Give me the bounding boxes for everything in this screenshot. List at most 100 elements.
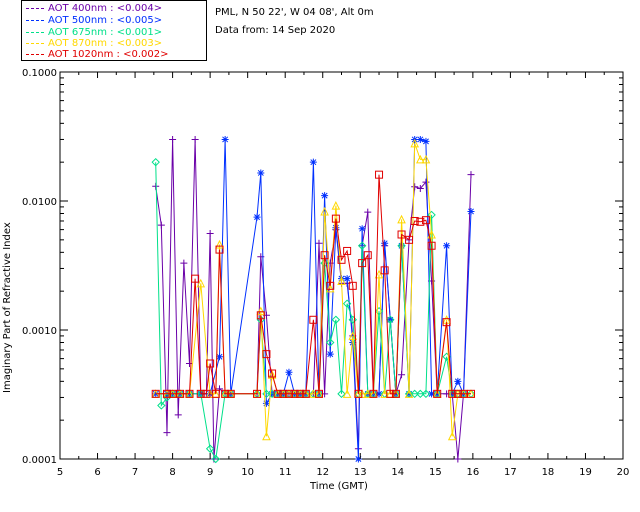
axis-layer: 5 6 7 8 9 10 11 12 13 14 15 16 17 18 19 20 0.0001 0.0010 0… bbox=[22, 68, 629, 478]
legend-swatch bbox=[26, 19, 44, 21]
x-tick-label: 11 bbox=[279, 467, 292, 478]
data-point bbox=[168, 389, 177, 398]
data-point bbox=[206, 359, 215, 368]
data-point bbox=[348, 281, 357, 290]
data-point bbox=[284, 389, 293, 398]
data-point bbox=[342, 299, 352, 308]
data-point bbox=[191, 135, 199, 143]
data-point bbox=[380, 266, 389, 275]
data-point bbox=[331, 315, 341, 324]
legend-swatch bbox=[26, 7, 44, 9]
data-point bbox=[343, 246, 352, 255]
data-point bbox=[196, 389, 205, 398]
data-point bbox=[185, 389, 194, 398]
data-point bbox=[416, 135, 424, 143]
legend: AOT 400nm : <0.004> AOT 500nm : <0.005> … bbox=[21, 0, 207, 61]
data-point bbox=[421, 216, 430, 225]
x-tick-label: 6 bbox=[94, 467, 100, 478]
data-point bbox=[337, 276, 346, 285]
data-point bbox=[332, 224, 340, 232]
data-point bbox=[427, 210, 436, 220]
data-point bbox=[358, 225, 366, 233]
data-point bbox=[331, 214, 340, 223]
data-point bbox=[354, 389, 363, 398]
x-tick-label: 8 bbox=[169, 467, 175, 478]
data-point bbox=[348, 331, 358, 340]
data-point bbox=[215, 245, 224, 254]
y-tick-label: 0.0001 bbox=[22, 455, 57, 466]
data-point bbox=[410, 138, 419, 148]
data-point bbox=[453, 389, 462, 398]
data-point bbox=[202, 389, 211, 398]
x-tick-label: 9 bbox=[207, 467, 213, 478]
data-point bbox=[398, 371, 406, 379]
data-point bbox=[337, 255, 346, 264]
data-point bbox=[253, 213, 261, 221]
data-point bbox=[262, 399, 270, 407]
site-location: PML, N 50 22', W 04 08', Alt 0m bbox=[215, 7, 374, 18]
data-point bbox=[427, 241, 436, 250]
legend-label: AOT 500nm : <0.005> bbox=[48, 15, 163, 26]
data-point bbox=[151, 389, 160, 398]
x-tick-label: 20 bbox=[617, 467, 630, 478]
x-tick-label: 7 bbox=[132, 467, 138, 478]
data-point bbox=[375, 170, 384, 179]
data-point bbox=[369, 389, 378, 398]
x-tick-label: 13 bbox=[354, 467, 367, 478]
data-point bbox=[211, 389, 220, 398]
data-point bbox=[256, 311, 265, 320]
data-point bbox=[226, 389, 235, 398]
legend-entry: AOT 675nm : <0.001> bbox=[26, 27, 162, 39]
legend-entry: AOT 500nm : <0.005> bbox=[26, 15, 162, 27]
data-point bbox=[215, 239, 224, 249]
data-point bbox=[454, 377, 462, 385]
data-point bbox=[162, 389, 171, 398]
series-group bbox=[151, 157, 476, 464]
data-point bbox=[374, 306, 384, 316]
series-group bbox=[151, 170, 475, 398]
x-axis-title: Time (GMT) bbox=[310, 481, 368, 492]
data-point bbox=[397, 214, 406, 224]
series-group bbox=[152, 135, 475, 463]
legend-label: AOT 675nm : <0.001> bbox=[48, 27, 163, 38]
y-tick-label: 0.0100 bbox=[22, 197, 57, 208]
data-point bbox=[416, 184, 424, 192]
legend-entry: AOT 400nm : <0.004> bbox=[26, 3, 162, 15]
legend-entry: AOT 870nm : <0.003> bbox=[26, 38, 162, 50]
data-point bbox=[427, 229, 436, 239]
legend-entry: AOT 1020nm : <0.002> bbox=[26, 49, 168, 61]
data-point bbox=[422, 178, 430, 186]
data-point bbox=[262, 431, 271, 441]
data-point bbox=[405, 235, 414, 244]
series-line bbox=[155, 139, 472, 460]
data-point bbox=[206, 229, 214, 237]
data-point bbox=[185, 359, 193, 367]
y-axis-title: Imaginary Part of Refractive Index bbox=[2, 222, 13, 393]
legend-label: AOT 1020nm : <0.002> bbox=[48, 49, 169, 60]
data-point bbox=[411, 183, 419, 191]
data-point bbox=[421, 154, 431, 164]
x-tick-label: 5 bbox=[57, 467, 63, 478]
data-point bbox=[337, 389, 346, 399]
plot-area bbox=[59, 71, 624, 460]
data-point bbox=[358, 259, 367, 268]
data-point bbox=[354, 455, 362, 463]
data-point bbox=[467, 207, 475, 215]
x-tick-label: 10 bbox=[241, 467, 254, 478]
y-tick-label: 0.0010 bbox=[22, 326, 57, 337]
data-point bbox=[320, 251, 329, 260]
data-point bbox=[381, 239, 389, 247]
data-point bbox=[257, 169, 265, 177]
data-point bbox=[348, 315, 357, 324]
data-point bbox=[326, 350, 334, 358]
legend-swatch bbox=[26, 53, 44, 55]
data-point bbox=[342, 389, 352, 398]
data-point bbox=[221, 389, 230, 398]
data-point bbox=[343, 275, 351, 283]
data-point bbox=[267, 370, 277, 379]
data-point bbox=[163, 429, 171, 437]
x-tick-label: 17 bbox=[504, 467, 517, 478]
data-point bbox=[454, 455, 462, 463]
data-point bbox=[357, 241, 367, 250]
y-tick-label: 0.1000 bbox=[22, 68, 57, 79]
